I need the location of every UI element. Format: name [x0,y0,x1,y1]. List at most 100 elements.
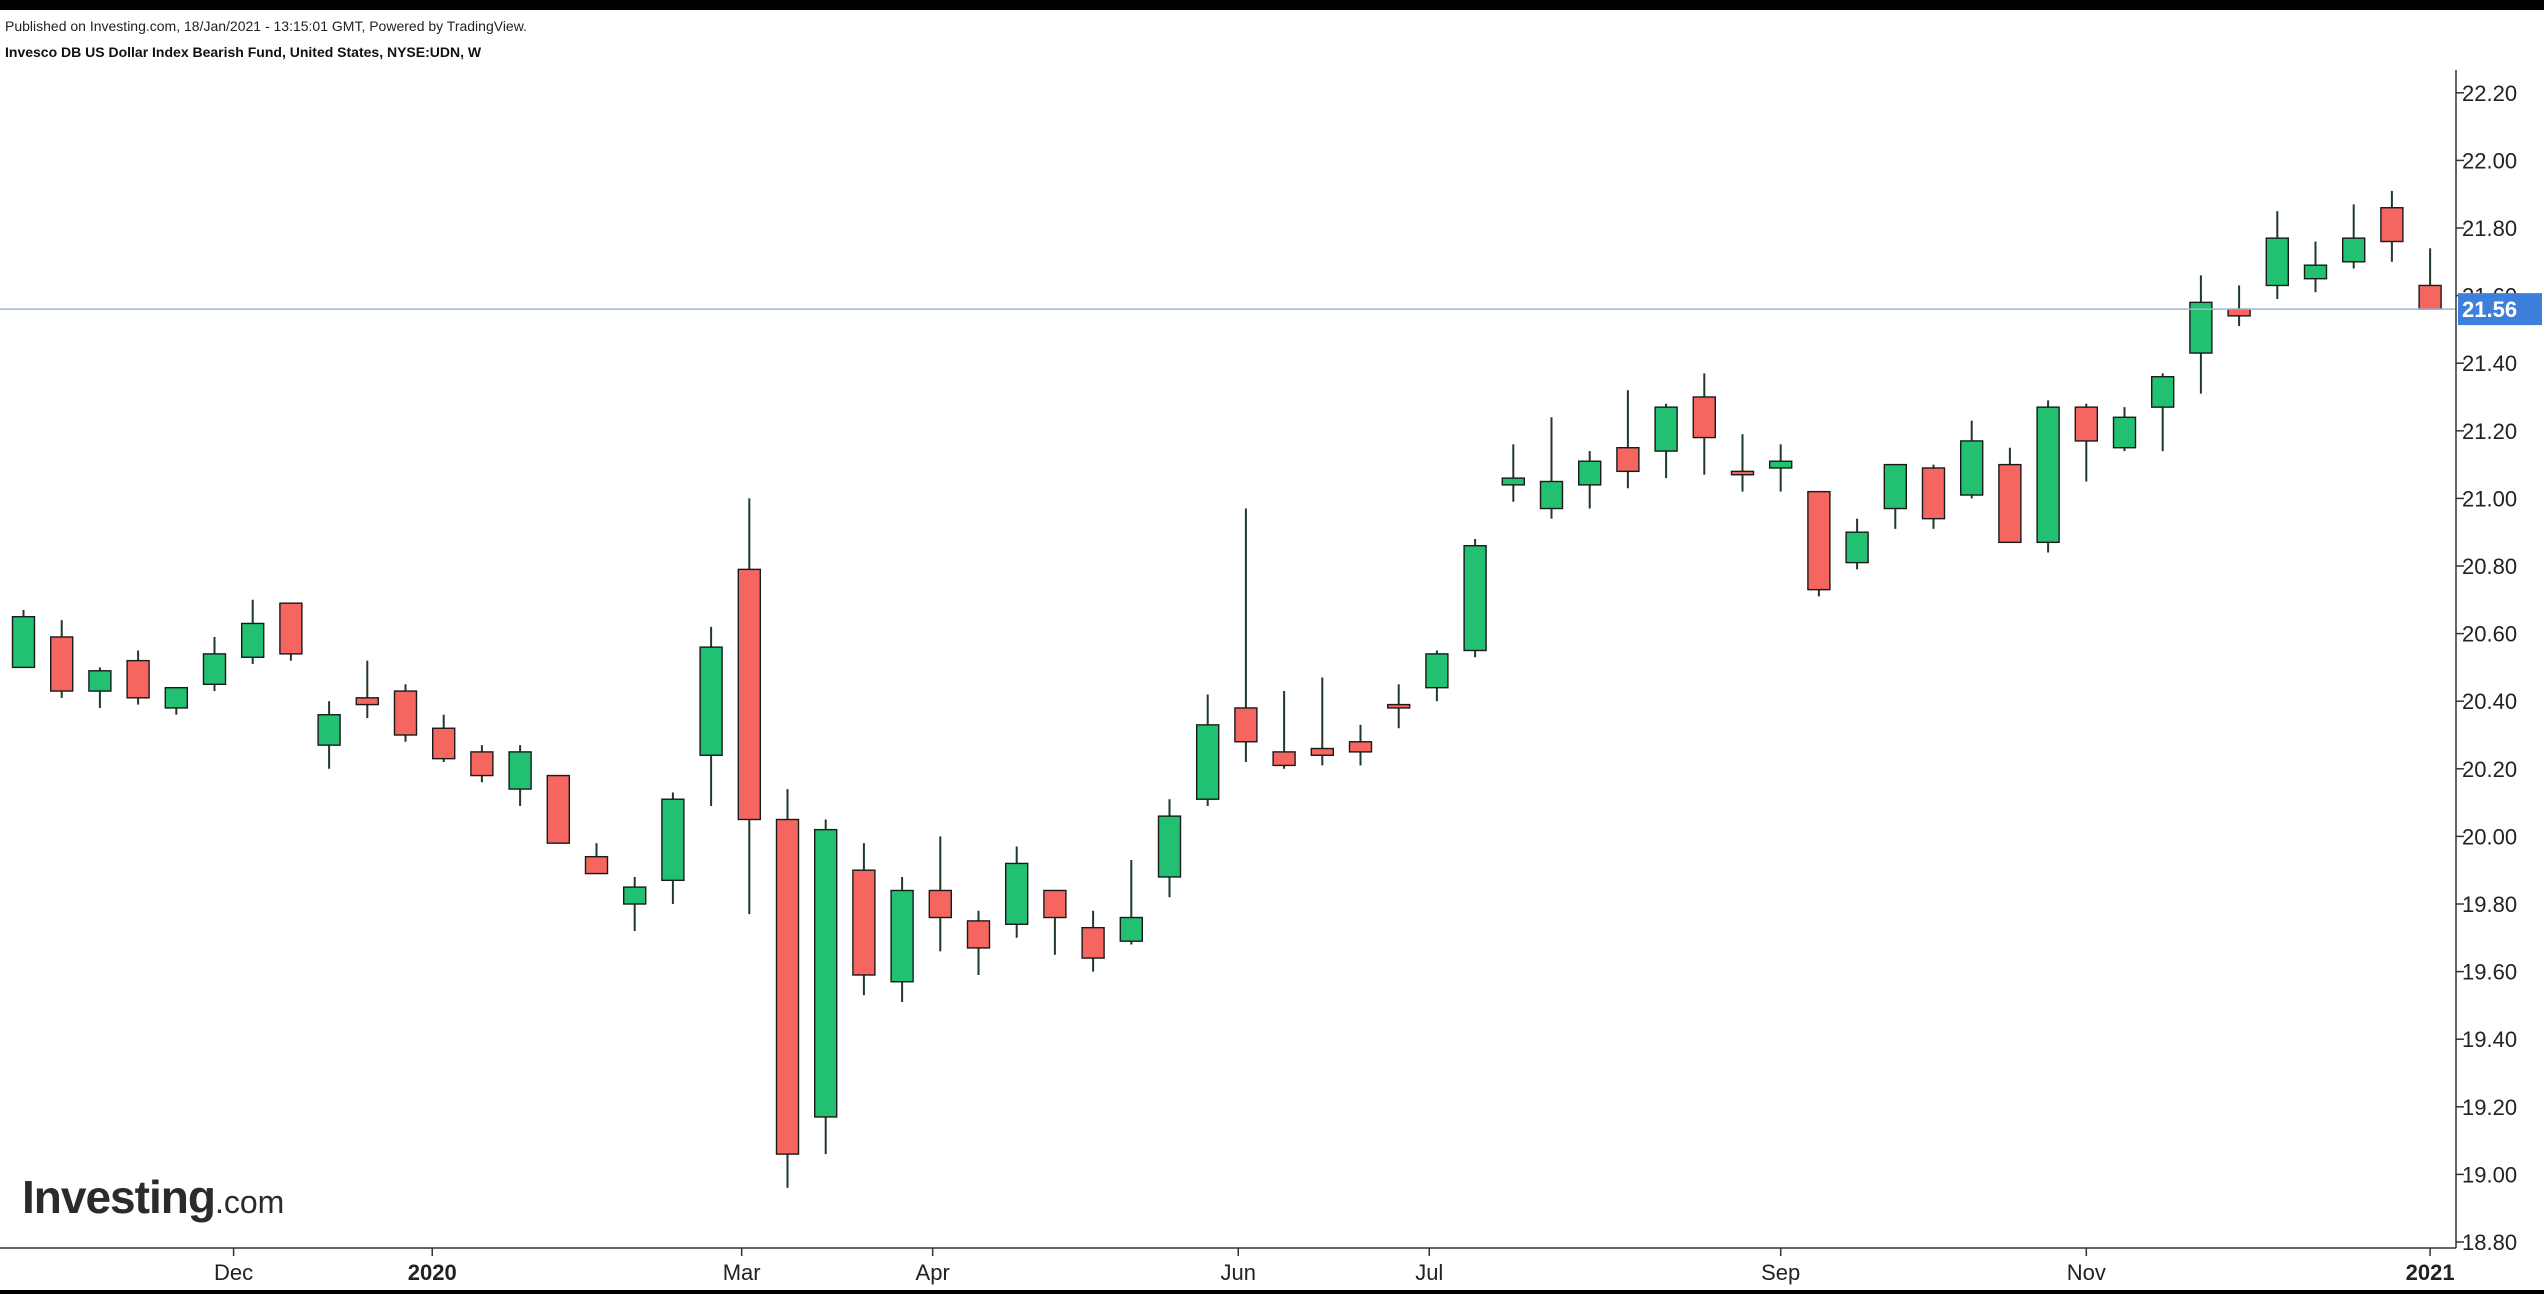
bottom-border [0,1290,2544,1294]
top-border [0,0,2544,10]
candle-body-down [775,818,800,1155]
candle-body-down [1234,707,1258,743]
candle-body-down [2227,308,2251,317]
y-tick-label: 19.40 [2462,1027,2517,1052]
candle-body-up [661,798,685,882]
candle-body-up [1119,916,1144,942]
y-tick-label: 20.80 [2462,554,2517,579]
candle [393,684,418,742]
candle-body-up [240,622,265,658]
x-tick-label: Jun [1221,1260,1256,1285]
candle [355,660,379,719]
logo-domain: .com [214,1184,285,1220]
x-tick-label: Jul [1415,1260,1443,1285]
candle-body-up [2150,376,2175,408]
y-tick-label: 20.40 [2462,689,2517,714]
candle [1692,373,1717,475]
candle-body-down [1272,751,1296,767]
candle [623,876,647,932]
candle [2303,241,2328,293]
last-price-badge: 21.56 [2458,293,2542,326]
candle-body-up [11,616,36,669]
candle [508,745,532,806]
y-tick-label: 19.80 [2462,892,2517,917]
candle-body-up [2112,416,2137,449]
candle-body-up [88,670,112,692]
candle-body-up [1005,862,1029,925]
y-tick-label: 20.20 [2462,757,2517,782]
candle [1807,490,1831,597]
candle [202,636,227,692]
candle-body-down [1807,490,1831,591]
candle [2189,275,2213,394]
candle [1234,508,1258,763]
published-note: Published on Investing.com, 18/Jan/2021 … [5,18,527,34]
candle [2150,373,2175,452]
candle-body-down [2380,207,2404,243]
candle [1272,691,1296,769]
candle-body-up [164,686,189,709]
candle-body-down [1081,926,1105,959]
x-axis: Dec 2020 Mar Apr Jun Jul Sep Nov 2021 [214,1248,2455,1285]
candle [775,789,800,1188]
candle-body-down [279,602,303,655]
candle [50,620,74,698]
candle [2036,400,2060,553]
y-tick-label: 22.20 [2462,81,2517,106]
candle [1348,724,1373,766]
candle [2265,211,2290,299]
candle-body-up [1539,480,1564,510]
candle-body-down [1998,463,2022,544]
candle-body-up [202,653,227,686]
candle [852,843,876,996]
candle-body-up [1768,460,1793,469]
last-price-badge-bg [2458,293,2542,326]
candle-body-down [737,568,761,821]
candle-body-up [1157,815,1182,878]
candle-body-up [2036,406,2060,544]
candle-body-up [1501,477,1526,486]
candle-body-down [584,855,609,875]
x-tick-label: Sep [1761,1260,1800,1285]
candle [1501,444,1526,502]
candle [240,599,265,665]
x-tick-label: 2020 [408,1260,457,1285]
candles-layer [11,190,2442,1188]
candle-body-up [2303,264,2328,280]
candle [1577,451,1602,509]
candle [2341,204,2366,269]
candle [1921,464,1946,529]
candle [661,792,685,904]
x-tick-label: 2021 [2406,1260,2455,1285]
y-tick-label: 20.60 [2462,622,2517,647]
y-tick-label: 22.00 [2462,148,2517,173]
candle [1425,650,1449,702]
y-tick-label: 20.00 [2462,824,2517,849]
candle [814,819,838,1155]
candle [890,876,914,1003]
candle-body-down [393,690,418,736]
candle [1119,860,1144,945]
candle-body-up [317,714,341,746]
candle-body-up [1883,463,1908,510]
candle-body-down [966,920,991,949]
candle-body-up [1425,653,1449,689]
candle-body-down [126,659,150,699]
candle [1043,889,1067,955]
candle-body-up [2265,237,2290,287]
candle-body-down [1921,467,1946,520]
candle-body-up [1654,406,1678,452]
candle [1845,518,1869,570]
candle-body-up [508,751,532,790]
candle-body-down [470,751,494,777]
candle-body-down [1348,741,1373,753]
candle-body-down [355,697,379,706]
y-tick-label: 19.60 [2462,960,2517,985]
candle [546,774,570,844]
x-tick-label: Nov [2067,1260,2106,1285]
candle [1081,910,1105,972]
candle [1959,420,1984,499]
candle [317,701,341,769]
candle-body-down [432,727,456,760]
